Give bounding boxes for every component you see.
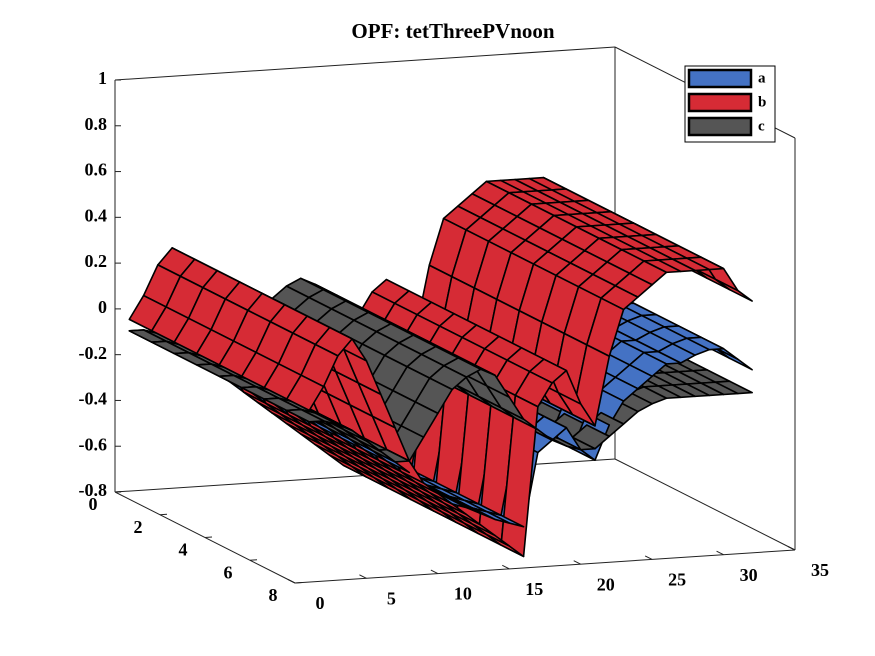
y-tick-label: 4: [179, 540, 188, 560]
legend: abc: [684, 65, 776, 143]
x-tick-label: 20: [597, 574, 615, 594]
surface-patch: [285, 374, 325, 412]
legend-label: b: [758, 94, 766, 110]
legend-swatch: [687, 116, 753, 137]
z-tick-label: -0.6: [79, 434, 108, 454]
y-tick-label: 2: [134, 517, 143, 537]
legend-swatch: [687, 68, 753, 89]
x-tick: [430, 569, 439, 575]
y-tick: [249, 559, 258, 561]
chart-title: OPF: tetThreePVnoon: [351, 19, 554, 43]
y-tick: [114, 491, 123, 493]
y-tick-label: 8: [269, 585, 278, 605]
z-tick-label: 0.8: [85, 114, 108, 134]
y-tick-label: 0: [89, 494, 98, 514]
x-tick: [716, 550, 724, 556]
surface-patch: [285, 408, 325, 423]
x-tick-label: 15: [525, 579, 543, 599]
axis-box-line: [114, 46, 616, 81]
z-tick-label: 1: [98, 68, 107, 88]
x-tick: [573, 560, 581, 565]
x-tick: [287, 579, 296, 584]
x-tick-label: 35: [811, 560, 829, 580]
x-tick: [359, 574, 367, 579]
z-tick-label: 0.4: [85, 205, 108, 225]
y-tick: [294, 582, 303, 584]
x-tick-label: 30: [740, 565, 758, 585]
x-tick-label: 0: [316, 593, 325, 613]
legend-swatch: [687, 92, 753, 113]
legend-label: c: [758, 118, 765, 134]
x-tick: [787, 546, 796, 551]
y-tick-label: 6: [224, 562, 233, 582]
z-tick-label: 0.2: [85, 251, 108, 271]
z-tick-label: -0.2: [79, 343, 108, 363]
legend-label: a: [758, 70, 766, 86]
axis-box-line: [294, 549, 796, 584]
z-tick-label: 0: [98, 297, 107, 317]
y-tick: [159, 513, 168, 516]
x-tick-label: 25: [668, 570, 686, 590]
surface-group: [128, 176, 753, 558]
x-tick-label: 10: [454, 584, 472, 604]
x-tick-label: 5: [387, 588, 396, 608]
axis-box-line: [614, 458, 796, 551]
z-tick-label: 0.6: [85, 160, 108, 180]
x-tick: [644, 555, 653, 560]
y-tick: [204, 536, 213, 538]
z-tick-label: -0.4: [79, 389, 108, 409]
x-tick: [502, 564, 510, 570]
z-tick-label: -0.8: [79, 480, 108, 500]
